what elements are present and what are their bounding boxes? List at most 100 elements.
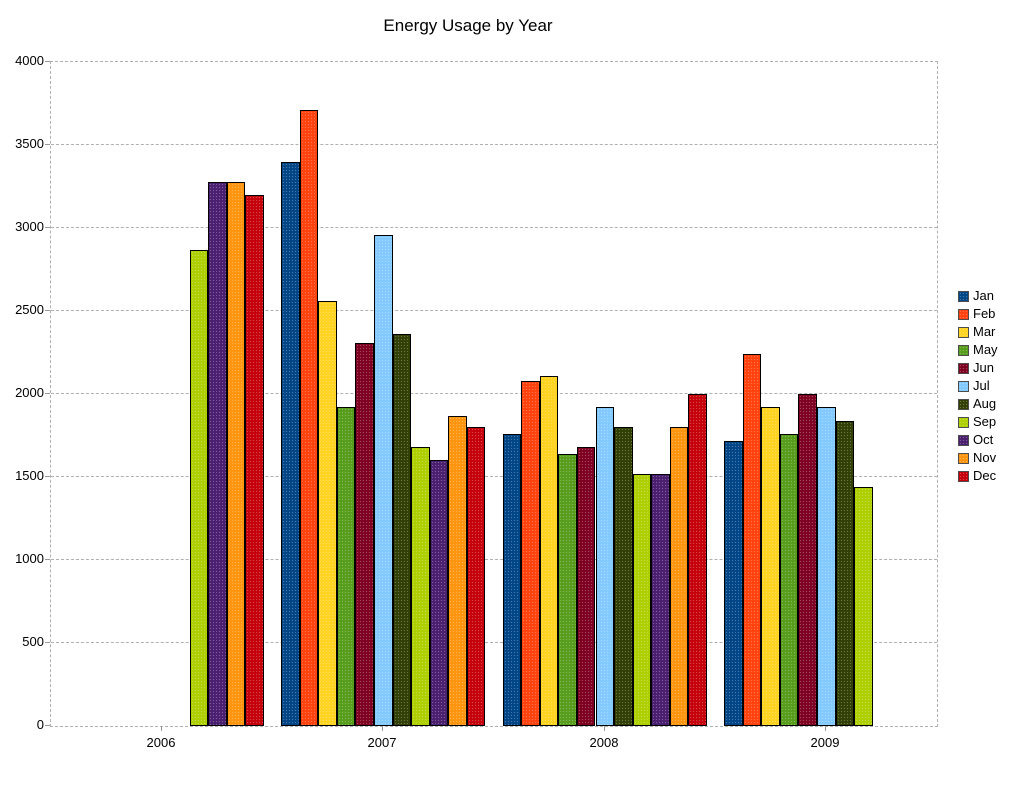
bar-dec-2008 bbox=[688, 394, 707, 726]
y-axis-label: 0 bbox=[36, 717, 44, 732]
legend-swatch-icon bbox=[958, 416, 969, 428]
bar-nov-2006 bbox=[226, 181, 246, 726]
legend-label: Jun bbox=[973, 360, 994, 375]
bar-sep-2008 bbox=[632, 473, 651, 726]
y-axis-label: 3000 bbox=[15, 219, 44, 234]
bar-sep-2006 bbox=[189, 249, 208, 726]
bar-jun-2007 bbox=[355, 342, 374, 726]
legend-label: Aug bbox=[973, 396, 997, 411]
bar-aug-2008 bbox=[614, 427, 633, 726]
x-axis-label: 2008 bbox=[589, 735, 619, 750]
bar-nov-2007 bbox=[448, 415, 467, 726]
x-axis-tick bbox=[825, 726, 826, 731]
legend-swatch-icon bbox=[958, 308, 969, 320]
x-axis-tick bbox=[382, 726, 383, 731]
legend-label: Nov bbox=[973, 450, 997, 465]
y-axis-tick bbox=[45, 476, 50, 477]
legend-item-sep: Sep bbox=[958, 414, 998, 429]
legend-label: May bbox=[973, 342, 998, 357]
y-axis-label: 2500 bbox=[15, 302, 44, 317]
bar-may-2009 bbox=[779, 433, 799, 726]
bar-sep-2007 bbox=[411, 447, 430, 726]
legend: Jan Feb Mar May Jun Jul Aug Sep Oct Nov Dec bbox=[958, 288, 998, 483]
bar-mar-2008 bbox=[539, 375, 559, 726]
legend-item-dec: Dec bbox=[958, 468, 998, 483]
bar-mar-2007 bbox=[318, 301, 337, 726]
gridline bbox=[51, 144, 937, 145]
gridline bbox=[51, 559, 937, 560]
bar-jan-2009 bbox=[724, 440, 743, 726]
legend-item-nov: Nov bbox=[958, 450, 998, 465]
legend-label: Oct bbox=[973, 432, 994, 447]
plot-area bbox=[50, 61, 938, 727]
bar-mar-2009 bbox=[761, 407, 780, 726]
bar-dec-2007 bbox=[466, 427, 486, 726]
bar-jul-2007 bbox=[374, 234, 393, 726]
bar-jul-2009 bbox=[817, 407, 836, 726]
y-axis-label: 3500 bbox=[15, 136, 44, 151]
y-axis-tick bbox=[45, 61, 50, 62]
legend-item-may: May bbox=[958, 342, 998, 357]
y-axis-tick bbox=[45, 227, 50, 228]
legend-item-aug: Aug bbox=[958, 396, 998, 411]
bar-feb-2007 bbox=[299, 110, 319, 726]
y-axis-tick bbox=[45, 642, 50, 643]
legend-swatch-icon bbox=[958, 380, 969, 392]
x-axis-tick bbox=[161, 726, 162, 731]
legend-label: Jan bbox=[973, 288, 994, 303]
legend-label: Mar bbox=[973, 324, 996, 339]
legend-label: Jul bbox=[973, 378, 990, 393]
chart-title: Energy Usage by Year bbox=[383, 16, 553, 35]
legend-item-jul: Jul bbox=[958, 378, 998, 393]
bar-feb-2009 bbox=[742, 354, 762, 726]
gridline bbox=[51, 393, 937, 394]
legend-item-oct: Oct bbox=[958, 432, 998, 447]
y-axis-label: 500 bbox=[22, 634, 44, 649]
y-axis-tick bbox=[45, 144, 50, 145]
legend-swatch-icon bbox=[958, 290, 969, 302]
bar-oct-2007 bbox=[429, 460, 448, 726]
bar-dec-2006 bbox=[245, 194, 264, 726]
gridline bbox=[51, 476, 937, 477]
legend-item-jan: Jan bbox=[958, 288, 998, 303]
gridline bbox=[51, 227, 937, 228]
bar-may-2008 bbox=[558, 453, 577, 726]
bar-aug-2009 bbox=[835, 420, 854, 726]
bar-jun-2008 bbox=[576, 447, 596, 726]
bar-feb-2008 bbox=[521, 380, 540, 726]
gridline bbox=[51, 642, 937, 643]
gridline bbox=[51, 310, 937, 311]
y-axis-label: 2000 bbox=[15, 385, 44, 400]
y-axis-tick bbox=[45, 393, 50, 394]
legend-swatch-icon bbox=[958, 362, 969, 374]
bar-jul-2008 bbox=[595, 407, 614, 726]
x-axis-label: 2007 bbox=[367, 735, 397, 750]
legend-swatch-icon bbox=[958, 452, 969, 464]
legend-item-feb: Feb bbox=[958, 307, 998, 320]
bar-sep-2009 bbox=[854, 487, 873, 726]
bar-nov-2008 bbox=[669, 427, 689, 726]
y-axis-label: 1000 bbox=[15, 551, 44, 566]
x-axis-label: 2009 bbox=[810, 735, 840, 750]
legend-label: Dec bbox=[973, 468, 997, 483]
y-axis-tick bbox=[45, 725, 50, 726]
x-axis-label: 2006 bbox=[146, 735, 176, 750]
bar-aug-2007 bbox=[392, 334, 411, 726]
bar-may-2007 bbox=[336, 407, 356, 726]
bar-oct-2008 bbox=[651, 473, 670, 726]
legend-swatch-icon bbox=[958, 470, 969, 482]
legend-item-jun: Jun bbox=[958, 360, 998, 375]
legend-swatch-icon bbox=[958, 434, 969, 446]
y-axis-label: 1500 bbox=[15, 468, 44, 483]
legend-swatch-icon bbox=[958, 326, 969, 338]
x-axis-tick bbox=[604, 726, 605, 731]
y-axis-label: 4000 bbox=[15, 53, 44, 68]
legend-swatch-icon bbox=[958, 344, 969, 356]
legend-label: Sep bbox=[973, 414, 997, 429]
legend-swatch-icon bbox=[958, 398, 969, 410]
bar-jan-2007 bbox=[281, 161, 300, 726]
bar-oct-2006 bbox=[208, 181, 227, 726]
y-axis-tick bbox=[45, 310, 50, 311]
bar-jun-2009 bbox=[798, 394, 817, 726]
